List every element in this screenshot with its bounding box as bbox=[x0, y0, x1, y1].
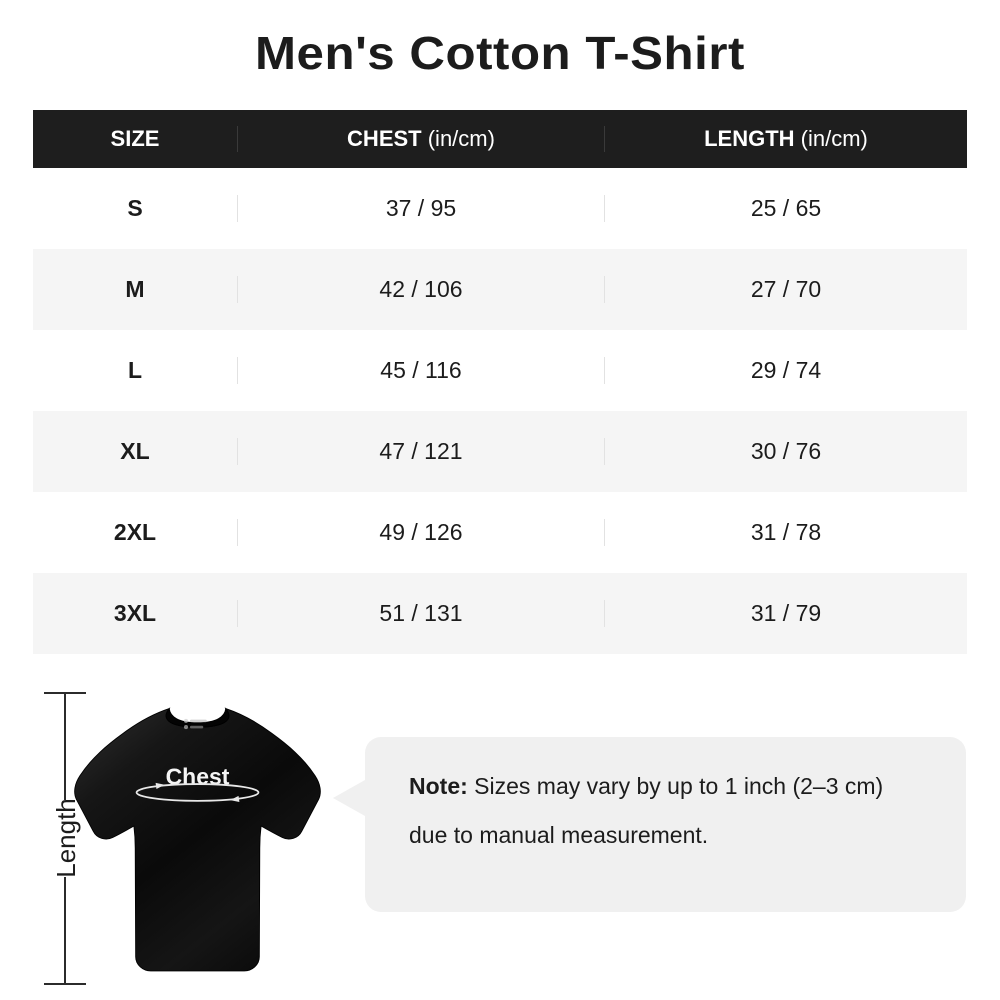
svg-text:Chest: Chest bbox=[166, 764, 230, 790]
